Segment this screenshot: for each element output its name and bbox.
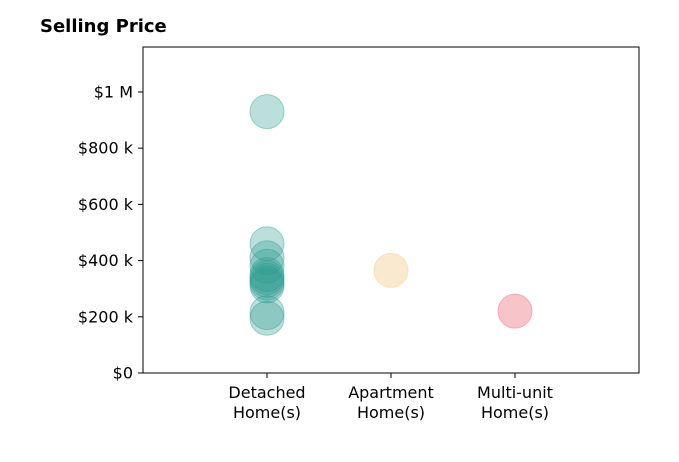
data-point	[497, 293, 533, 329]
data-point	[249, 300, 285, 336]
y-tick-label: $600 k	[78, 195, 134, 214]
y-axis: $0 $200 k $400 k $600 k $800 k $1 M	[78, 82, 143, 383]
x-axis: Detached Home(s) Apartment Home(s) Multi-uni…	[228, 373, 553, 422]
x-tick-label: Detached Home(s)	[228, 383, 305, 422]
y-tick-label: $800 k	[78, 139, 134, 158]
y-tick-label: $200 k	[78, 307, 134, 326]
data-point	[249, 226, 285, 262]
y-tick-label: $400 k	[78, 251, 134, 270]
x-tick-label: Multi-unit Home(s)	[477, 383, 553, 422]
chart-title: Selling Price	[40, 16, 167, 37]
data-point	[249, 257, 285, 293]
data-point	[249, 265, 285, 301]
data-point	[373, 252, 409, 288]
plot-frame	[142, 46, 640, 374]
data-point	[249, 248, 285, 284]
data-point	[249, 268, 285, 304]
data-point	[249, 262, 285, 298]
data-point	[249, 295, 285, 331]
data-point	[249, 94, 285, 130]
data-points	[249, 94, 533, 336]
data-point	[249, 259, 285, 295]
data-point	[249, 240, 285, 276]
y-tick-label: $1 M	[94, 82, 133, 101]
x-tick-label: Apartment Home(s)	[348, 383, 434, 422]
y-tick-label: $0	[113, 364, 133, 383]
